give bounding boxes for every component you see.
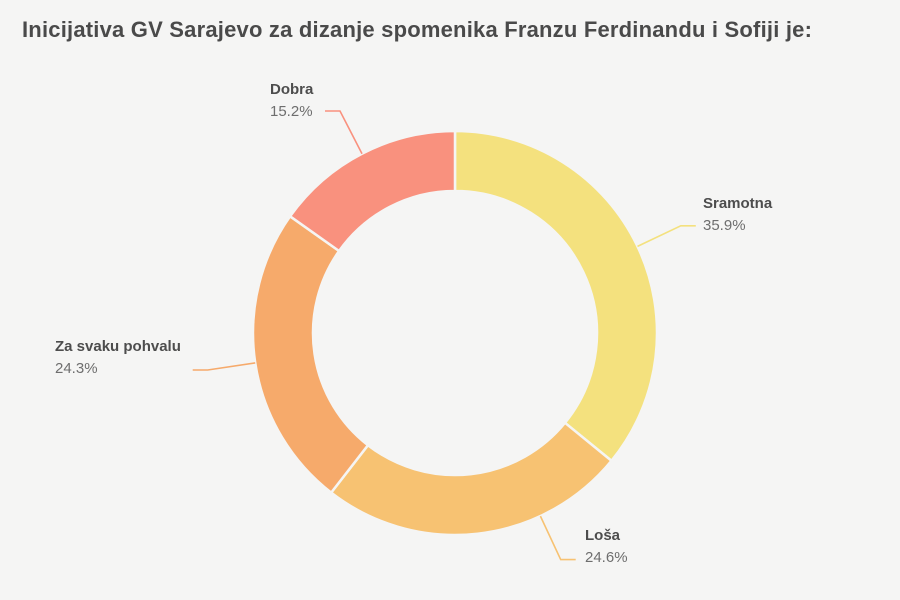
leader-line-dobra <box>325 110 363 155</box>
slice-label-sramotna: Sramotna 35.9% <box>703 193 772 237</box>
slice-label-loša: Loša 24.6% <box>585 525 628 569</box>
slice-name: Sramotna <box>703 195 773 212</box>
donut-segments <box>251 129 659 537</box>
leader-line-loša <box>539 515 576 561</box>
label-leader-lines <box>192 110 696 561</box>
slice-percentage: 24.3% <box>55 360 98 377</box>
slice-label-dobra: Dobra 15.2% <box>270 79 313 123</box>
leader-line-sramotna <box>637 225 696 248</box>
leader-line-za-svaku-pohvalu <box>192 362 256 371</box>
slice-name: Loša <box>585 527 621 544</box>
slice-label-za-svaku-pohvalu: Za svaku pohvalu 24.3% <box>55 336 181 380</box>
donut-segment-dobra <box>288 129 457 253</box>
slice-name: Za svaku pohvalu <box>55 338 181 355</box>
slice-percentage: 15.2% <box>270 103 313 120</box>
chart-title: Inicijativa GV Sarajevo za dizanje spome… <box>22 17 813 42</box>
donut-segment-za-svaku-pohvalu <box>251 215 370 494</box>
slice-name: Dobra <box>270 81 314 98</box>
slice-percentage: 35.9% <box>703 217 746 234</box>
donut-segment-sramotna <box>453 129 659 463</box>
slice-percentage: 24.6% <box>585 549 628 566</box>
donut-segment-loša <box>329 421 613 537</box>
